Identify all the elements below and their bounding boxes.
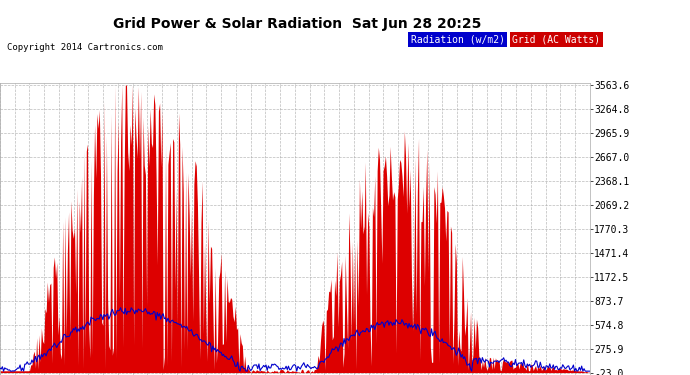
Text: Grid (AC Watts): Grid (AC Watts): [512, 34, 600, 44]
Text: Grid Power & Solar Radiation  Sat Jun 28 20:25: Grid Power & Solar Radiation Sat Jun 28 …: [112, 17, 481, 31]
Text: Copyright 2014 Cartronics.com: Copyright 2014 Cartronics.com: [7, 43, 163, 52]
Text: Radiation (w/m2): Radiation (w/m2): [411, 34, 504, 44]
